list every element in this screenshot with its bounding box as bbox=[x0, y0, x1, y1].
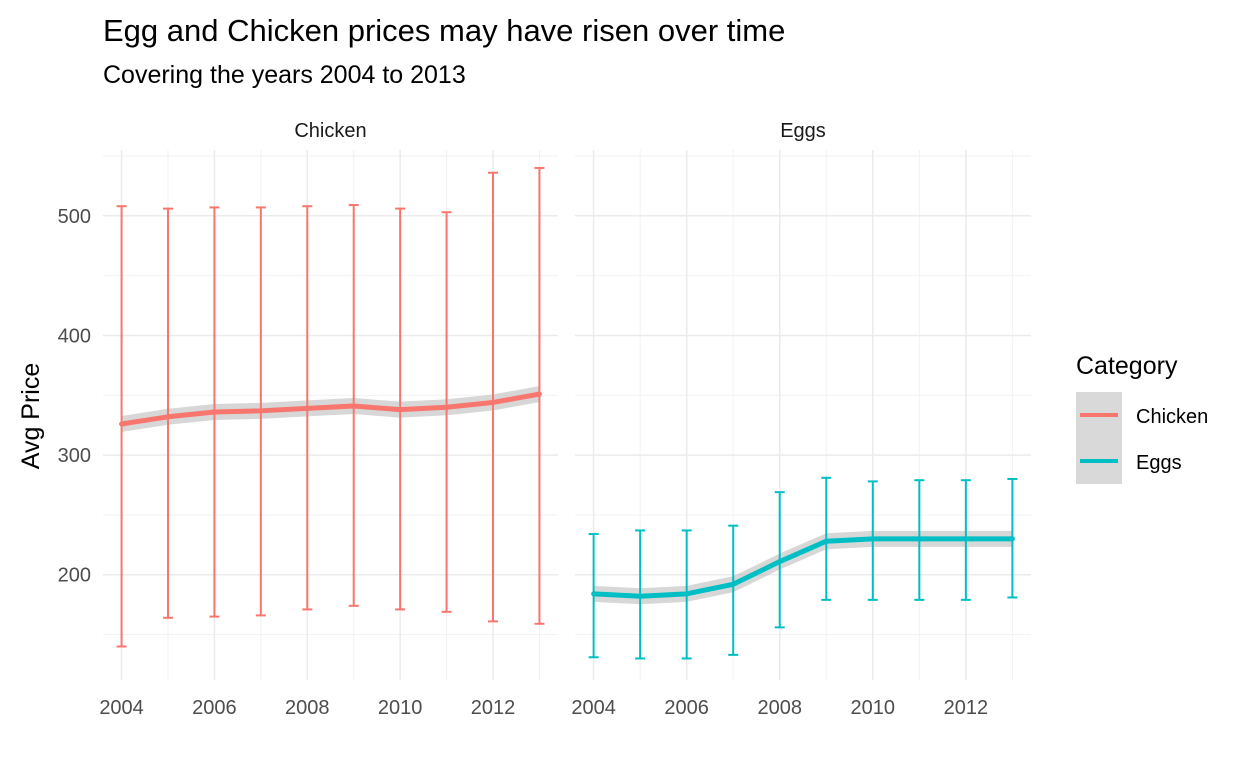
x-tick-label: 2006 bbox=[192, 697, 237, 719]
x-tick-label: 2006 bbox=[664, 697, 709, 719]
x-tick-label: 2012 bbox=[944, 697, 989, 719]
facet-strip-label: Eggs bbox=[780, 120, 826, 142]
error-bar bbox=[488, 171, 498, 623]
legend-label-eggs: Eggs bbox=[1136, 452, 1182, 474]
x-tick-label: 2008 bbox=[285, 697, 330, 719]
y-tick-label: 300 bbox=[58, 445, 91, 467]
error-bar bbox=[441, 211, 452, 613]
x-tick-label: 2010 bbox=[851, 697, 896, 719]
chart-subtitle: Covering the years 2004 to 2013 bbox=[103, 61, 466, 89]
confidence-band bbox=[593, 530, 1013, 605]
x-tick-label: 2008 bbox=[757, 697, 802, 719]
y-tick-label: 200 bbox=[58, 565, 91, 587]
error-bar bbox=[163, 207, 173, 619]
chart-title: Egg and Chicken prices may have risen ov… bbox=[103, 13, 785, 48]
y-tick-label: 400 bbox=[58, 325, 91, 347]
y-axis-title: Avg Price bbox=[17, 363, 45, 470]
x-tick-label: 2004 bbox=[571, 697, 616, 719]
smooth-line bbox=[119, 391, 542, 427]
x-tick-label: 2012 bbox=[471, 697, 516, 719]
facet-panel-eggs: Eggs 2004 2006 2008 2010 2012 bbox=[571, 120, 1031, 719]
x-tick-label: 2004 bbox=[99, 697, 144, 719]
legend: Category Chicken Eggs bbox=[1076, 352, 1208, 484]
x-tick-label: 2010 bbox=[378, 697, 423, 719]
legend-key-background bbox=[1076, 392, 1122, 484]
y-tick-label: 500 bbox=[58, 206, 91, 228]
facet-panel-chicken: Chicken 2004 2006 2008 2010 2012 bbox=[99, 120, 558, 719]
facet-strip-label: Chicken bbox=[294, 120, 366, 142]
y-axis: 200 300 400 500 bbox=[58, 206, 91, 587]
legend-title: Category bbox=[1076, 352, 1178, 380]
error-bar bbox=[728, 524, 739, 656]
smooth-line bbox=[591, 536, 1015, 599]
legend-label-chicken: Chicken bbox=[1136, 406, 1208, 428]
